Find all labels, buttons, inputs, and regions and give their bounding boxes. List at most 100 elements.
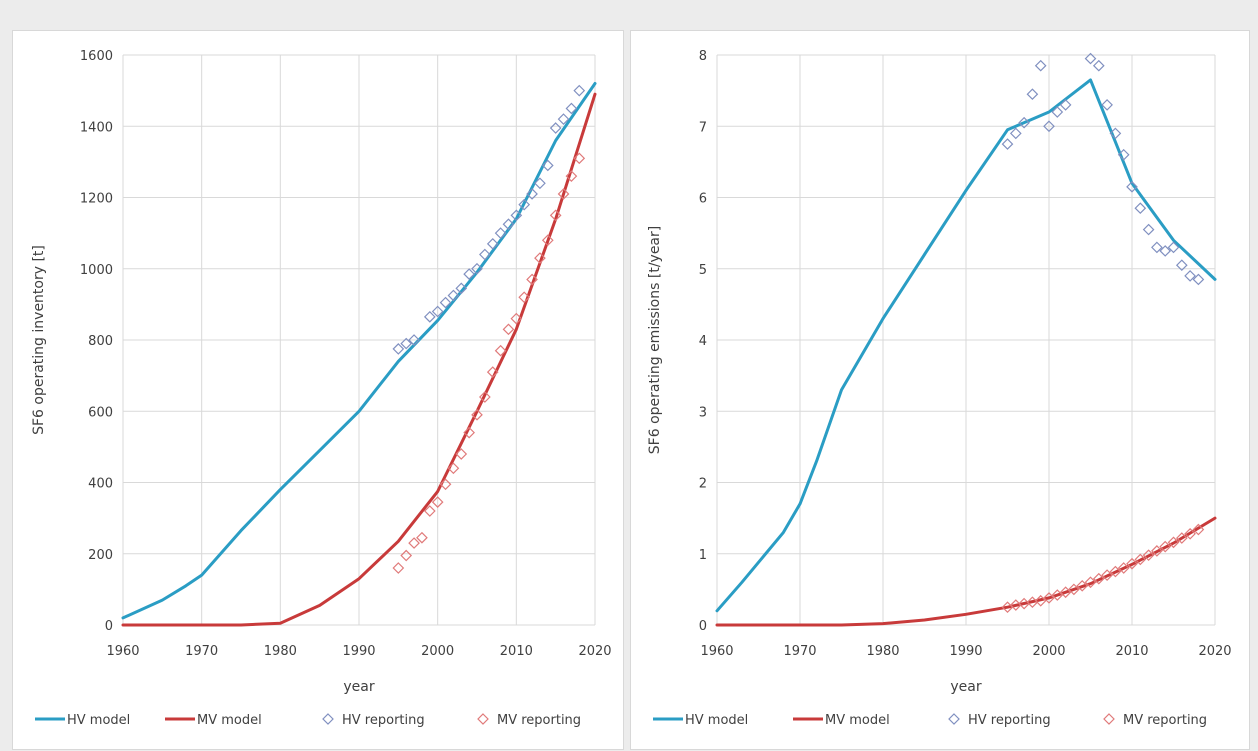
- x-tick-label: 2010: [500, 644, 533, 659]
- data-point-hv-reporting: [1026, 88, 1039, 101]
- x-tick-label: 1980: [866, 644, 899, 659]
- data-point-hv-reporting: [534, 177, 546, 190]
- data-point-mv-reporting: [408, 537, 420, 549]
- data-point-mv-reporting: [392, 562, 405, 574]
- legend-label: MV reporting: [1123, 713, 1207, 728]
- data-point-mv-reporting: [1043, 592, 1055, 604]
- legend-label: HV model: [67, 713, 130, 728]
- data-point-mv-reporting: [1192, 523, 1205, 536]
- data-point-hv-reporting: [1092, 59, 1105, 72]
- y-tick-label: 200: [88, 548, 113, 563]
- inventory-chart-panel: 0 200 400 600 800 1000 1200 1400 1600 1960 1970 198…: [12, 30, 624, 750]
- data-point-hv-reporting: [494, 227, 507, 239]
- data-point-hv-reporting: [1084, 52, 1097, 65]
- data-point-hv-reporting: [408, 334, 420, 346]
- emissions-chart: 0 1 2 3 4 5 6 7 8 1960 1970 1980 1990 2000 2010 2020 yea…: [647, 49, 1232, 728]
- x-tick-label: 2010: [1115, 644, 1148, 659]
- data-point-hv-reporting: [1126, 180, 1138, 193]
- inventory-chart: 0 200 400 600 800 1000 1200 1400 1600 1960 1970 198…: [31, 49, 612, 728]
- legend-label: MV model: [197, 713, 262, 728]
- legend-label: MV model: [825, 713, 890, 728]
- y-axis-title: SF6 operating inventory [t]: [31, 245, 47, 435]
- data-point-mv-reporting: [526, 273, 538, 286]
- y-tick-label: 0: [105, 619, 113, 634]
- data-point-hv-reporting: [423, 310, 436, 323]
- y-tick-label: 800: [88, 334, 113, 349]
- y-tick-label: 1000: [80, 263, 113, 278]
- data-point-mv-reporting: [1142, 549, 1155, 562]
- data-point-mv-reporting: [1175, 532, 1188, 544]
- data-point-hv-reporting: [1159, 245, 1172, 257]
- x-tick-label: 2020: [578, 644, 611, 659]
- y-tick-label: 400: [88, 477, 113, 492]
- data-point-mv-reporting: [1092, 572, 1105, 585]
- x-tick-label: 1960: [106, 644, 139, 659]
- legend-diamond-marker: [322, 713, 334, 725]
- data-point-mv-reporting: [1134, 553, 1147, 566]
- x-tick-label: 1970: [185, 644, 218, 659]
- data-point-hv-reporting: [565, 102, 578, 115]
- x-axis-title: year: [950, 679, 981, 695]
- data-point-mv-reporting: [439, 478, 452, 491]
- y-tick-label: 4: [699, 334, 707, 349]
- legend-diamond-marker: [948, 713, 960, 725]
- data-point-mv-reporting: [1076, 579, 1089, 592]
- data-point-mv-reporting: [431, 496, 444, 508]
- data-point-hv-reporting: [1175, 259, 1188, 272]
- legend-diamond-marker: [1103, 713, 1115, 725]
- data-point-hv-reporting: [1151, 241, 1163, 254]
- data-point-mv-reporting: [557, 188, 570, 200]
- data-point-hv-reporting: [1043, 120, 1055, 133]
- data-point-mv-reporting: [510, 312, 523, 325]
- data-point-hv-reporting: [455, 282, 468, 295]
- data-point-mv-reporting: [1159, 540, 1172, 553]
- data-point-hv-reporting: [1018, 116, 1030, 129]
- data-point-hv-reporting: [526, 188, 538, 200]
- y-tick-label: 0: [699, 619, 707, 634]
- data-point-mv-reporting: [1068, 583, 1080, 596]
- legend-label: HV reporting: [968, 713, 1051, 728]
- data-point-hv-reporting: [502, 218, 515, 231]
- data-point-mv-reporting: [455, 448, 468, 460]
- data-point-hv-reporting: [1034, 59, 1047, 72]
- y-tick-label: 600: [88, 405, 113, 420]
- data-point-mv-reporting: [416, 531, 428, 544]
- data-point-hv-reporting: [1001, 138, 1014, 150]
- y-axis-title: SF6 operating emissions [t/year]: [647, 226, 663, 454]
- data-point-hv-reporting: [518, 198, 531, 211]
- x-tick-label: 2000: [421, 644, 454, 659]
- data-point-hv-reporting: [1184, 270, 1196, 282]
- data-point-hv-reporting: [479, 248, 491, 261]
- y-tick-label: 2: [699, 477, 707, 492]
- data-point-hv-reporting: [447, 289, 460, 302]
- data-point-hv-reporting: [400, 337, 413, 350]
- data-point-mv-reporting: [1117, 562, 1130, 574]
- data-point-hv-reporting: [1051, 106, 1064, 118]
- data-point-hv-reporting: [557, 113, 570, 125]
- y-tick-label: 7: [699, 120, 707, 135]
- data-point-mv-reporting: [423, 505, 436, 517]
- data-point-hv-reporting: [1142, 223, 1155, 236]
- data-point-mv-reporting: [565, 170, 578, 182]
- data-point-hv-reporting: [1117, 148, 1130, 161]
- data-point-mv-reporting: [471, 408, 483, 421]
- x-tick-label: 1990: [342, 644, 375, 659]
- legend-label: HV model: [685, 713, 748, 728]
- data-point-mv-reporting: [479, 391, 491, 403]
- data-point-mv-reporting: [400, 549, 413, 562]
- series-line-mv-model: [121, 92, 597, 627]
- data-point-hv-reporting: [439, 296, 452, 309]
- data-point-mv-reporting: [1184, 527, 1196, 540]
- y-tick-label: 5: [699, 263, 707, 278]
- data-point-mv-reporting: [494, 344, 507, 357]
- series-line-hv-model: [715, 78, 1217, 613]
- data-point-hv-reporting: [510, 209, 523, 222]
- data-point-mv-reporting: [1109, 565, 1122, 578]
- data-point-mv-reporting: [1167, 536, 1180, 549]
- data-point-mv-reporting: [1126, 557, 1138, 570]
- data-point-mv-reporting: [1034, 594, 1047, 607]
- data-point-mv-reporting: [1084, 576, 1097, 589]
- data-point-hv-reporting: [1134, 202, 1147, 215]
- data-point-mv-reporting: [1059, 586, 1072, 599]
- x-tick-label: 1960: [700, 644, 733, 659]
